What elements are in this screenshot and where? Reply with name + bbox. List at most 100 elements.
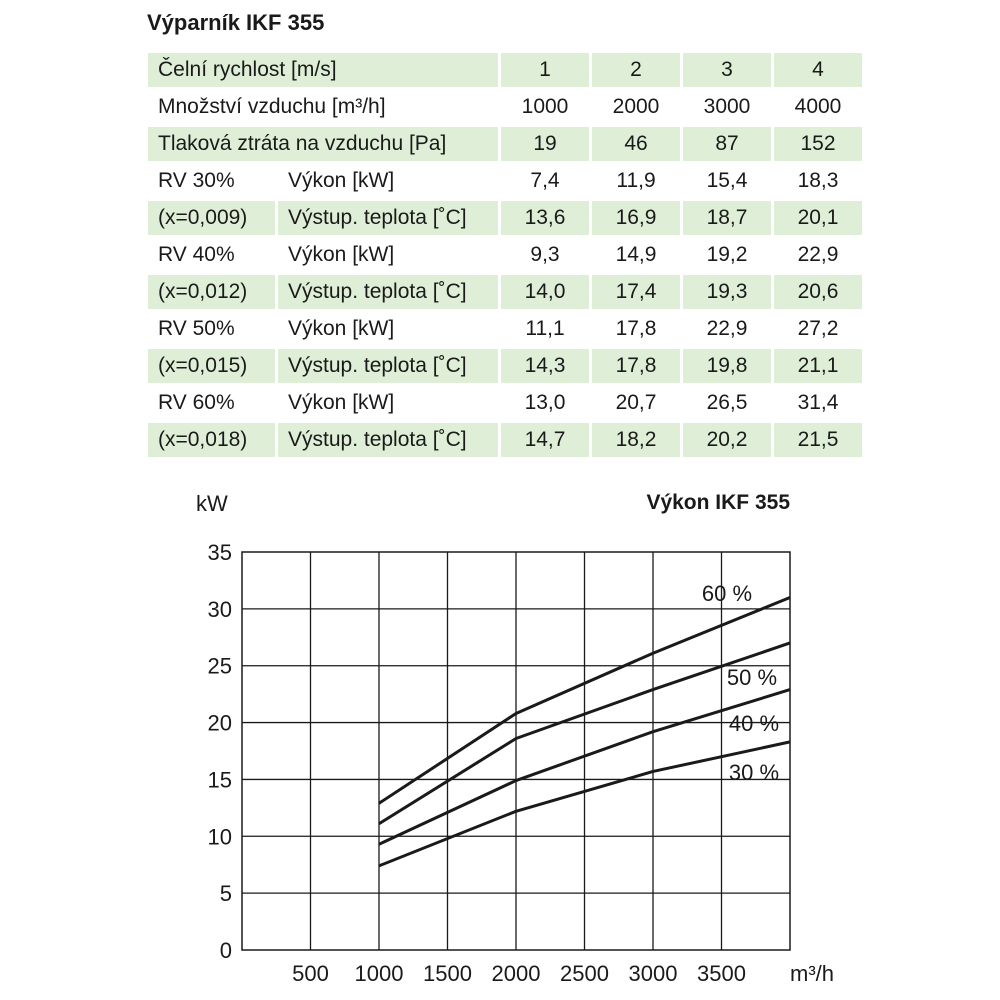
table-cell: 31,4: [797, 391, 839, 414]
table-cell: 20,2: [683, 423, 771, 457]
table-cell: 46: [592, 127, 680, 161]
series-label: 40 %: [729, 711, 779, 736]
table-cell: 20,7: [615, 391, 657, 414]
table-cell: 17,8: [615, 317, 657, 340]
table-row: (x=0,018) Výstup. teplota [˚C] 14,7 18,2 20,…: [148, 423, 862, 457]
table-cell: 19,8: [683, 349, 771, 383]
series-label: 60 %: [702, 581, 752, 606]
table-cell: 20,6: [774, 275, 862, 309]
table-cell: 17,4: [592, 275, 680, 309]
x-tick-label: 3500: [697, 961, 746, 986]
table-cell: 1000: [521, 95, 569, 118]
table-cell: 9,3: [530, 243, 560, 266]
series-line: [378, 641, 791, 826]
table-cell: 152: [774, 127, 862, 161]
spec-table: Čelní rychlost [m/s] 1 2 3 4 Množství vzduchu…: [145, 50, 865, 460]
table-cell: 22,9: [797, 243, 839, 266]
table-cell: 20,1: [774, 201, 862, 235]
table-cell: 21,1: [774, 349, 862, 383]
table-cell: Výstup. teplota [˚C]: [278, 423, 498, 457]
table-row: (x=0,009) Výstup. teplota [˚C] 13,6 16,9 18,…: [148, 201, 862, 235]
y-tick-label: 25: [208, 654, 232, 679]
y-axis-label: kW: [196, 491, 228, 516]
table-cell: 14,0: [501, 275, 589, 309]
table-cell: RV 50%: [158, 317, 235, 340]
table-cell: 4000: [794, 95, 842, 118]
table-row: RV 30% Výkon [kW] 7,4 11,9 15,4 18,3: [148, 164, 862, 198]
table-cell: 11,9: [616, 169, 656, 192]
table-row: (x=0,012) Výstup. teplota [˚C] 14,0 17,4 19,…: [148, 275, 862, 309]
table-cell: 14,9: [615, 243, 657, 266]
table-cell: 26,5: [706, 391, 748, 414]
table-cell: Výkon [kW]: [288, 243, 395, 266]
y-tick-label: 20: [208, 711, 232, 736]
x-tick-label: 2500: [560, 961, 609, 986]
table-cell: Výkon [kW]: [288, 317, 395, 340]
y-tick-label: 35: [208, 540, 232, 565]
series-label: 30 %: [729, 760, 779, 785]
table-cell: 27,2: [797, 317, 839, 340]
table-cell: 2: [592, 53, 680, 87]
chart-grid: [241, 551, 791, 951]
table-cell: (x=0,018): [148, 423, 275, 457]
y-tick-label: 5: [220, 881, 232, 906]
table-row: Čelní rychlost [m/s] 1 2 3 4: [148, 53, 862, 87]
table-cell: Výstup. teplota [˚C]: [278, 349, 498, 383]
table-cell: 15,4: [706, 169, 748, 192]
x-tick-label: 3000: [629, 961, 678, 986]
performance-chart: 0 5 10 15 20 25 30 35 500 1000 1500 2000 2500 3000 350…: [196, 491, 834, 986]
x-tick-label: 2000: [492, 961, 541, 986]
chart-labels: 0 5 10 15 20 25 30 35 500 1000 1500 2000 2500 3000 350…: [208, 540, 834, 986]
table-cell: (x=0,015): [148, 349, 275, 383]
table-cell: Čelní rychlost [m/s]: [148, 53, 498, 87]
table-row: (x=0,015) Výstup. teplota [˚C] 14,3 17,8 19,…: [148, 349, 862, 383]
y-tick-label: 0: [220, 938, 232, 963]
table-cell: 19,3: [683, 275, 771, 309]
table-cell: 18,7: [683, 201, 771, 235]
table-cell: 21,5: [774, 423, 862, 457]
y-tick-label: 15: [208, 767, 232, 792]
table-cell: 3000: [703, 95, 751, 118]
table-cell: 19: [501, 127, 589, 161]
table-cell: 87: [683, 127, 771, 161]
table-cell: 14,3: [501, 349, 589, 383]
table-cell: RV 30%: [158, 169, 235, 192]
table-cell: 7,4: [530, 169, 560, 192]
table-cell: 19,2: [706, 243, 748, 266]
table-cell: 13,0: [524, 391, 566, 414]
table-cell: 4: [774, 53, 862, 87]
series-line: [378, 688, 791, 846]
table-cell: 18,2: [592, 423, 680, 457]
x-tick-label: 1500: [423, 961, 472, 986]
table-cell: (x=0,009): [148, 201, 275, 235]
page-title: Výparník IKF 355: [147, 10, 325, 35]
table-cell: Výkon [kW]: [288, 169, 395, 192]
table-cell: RV 60%: [158, 391, 235, 414]
x-axis-label: m³/h: [790, 961, 834, 986]
table-cell: 11,1: [525, 317, 565, 340]
y-tick-label: 10: [208, 824, 232, 849]
table-cell: 2000: [612, 95, 660, 118]
series-line: [378, 596, 791, 805]
table-row: RV 50% Výkon [kW] 11,1 17,8 22,9 27,2: [148, 312, 862, 346]
table-cell: Výstup. teplota [˚C]: [278, 201, 498, 235]
table-row: Množství vzduchu [m³/h] 1000 2000 3000 4000: [148, 90, 862, 124]
chart-series: [378, 596, 791, 868]
y-tick-label: 30: [208, 597, 232, 622]
table-row: RV 40% Výkon [kW] 9,3 14,9 19,2 22,9: [148, 238, 862, 272]
series-line: [378, 740, 791, 868]
table-cell: Výstup. teplota [˚C]: [278, 275, 498, 309]
table-cell: 3: [683, 53, 771, 87]
table-cell: Tlaková ztráta na vzduchu [Pa]: [148, 127, 498, 161]
table-cell: 1: [501, 53, 589, 87]
table-cell: 22,9: [706, 317, 748, 340]
table-row: RV 60% Výkon [kW] 13,0 20,7 26,5 31,4: [148, 386, 862, 420]
x-tick-label: 500: [292, 961, 329, 986]
x-tick-label: 1000: [355, 961, 404, 986]
table-cell: 13,6: [501, 201, 589, 235]
table-cell: Množství vzduchu [m³/h]: [158, 95, 386, 118]
table-cell: 16,9: [592, 201, 680, 235]
table-cell: 18,3: [797, 169, 839, 192]
table-cell: RV 40%: [158, 243, 235, 266]
table-cell: 17,8: [592, 349, 680, 383]
